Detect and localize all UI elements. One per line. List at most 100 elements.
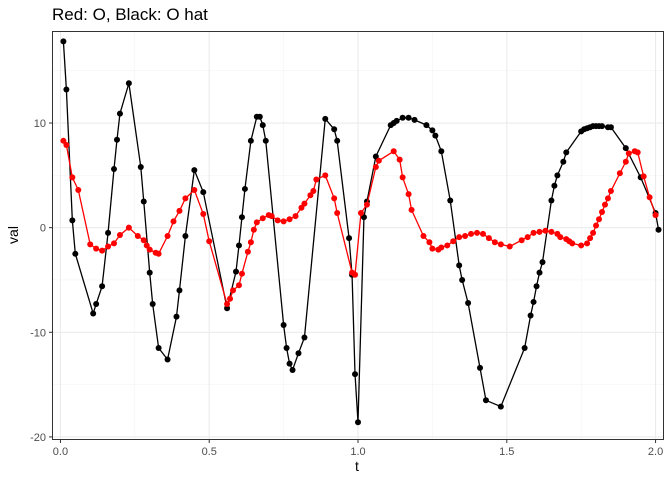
data-point [444,242,451,249]
x-axis-title: t [355,458,359,474]
data-point [646,194,653,201]
data-point [479,230,486,237]
data-point [599,123,605,130]
data-point [113,136,120,143]
data-point [363,201,370,208]
y-axis-title: val [5,226,21,244]
data-point [280,218,287,225]
data-point [268,213,275,220]
data-point [477,364,483,371]
data-point [655,226,662,233]
data-point [322,115,329,122]
data-point [116,231,123,238]
data-point [60,38,67,45]
data-point [622,145,629,152]
data-point [63,86,70,93]
data-point [518,237,525,244]
data-point [399,114,406,121]
data-point [375,157,382,164]
data-point [607,124,614,131]
data-point [536,228,543,235]
data-point [521,344,528,351]
data-point [372,153,379,160]
data-point [432,132,439,139]
data-point [331,195,338,202]
data-point [352,371,359,378]
data-point [604,195,611,202]
data-point [560,158,567,165]
data-point [578,242,585,249]
data-point [331,126,338,133]
data-point [527,312,534,319]
data-point [393,117,400,124]
data-point [491,239,498,246]
data-point [176,207,183,214]
data-point [69,217,76,224]
data-point [182,195,189,202]
data-point [405,191,412,198]
data-point [622,158,629,165]
data-point [411,116,418,123]
data-point [164,356,171,363]
data-point [587,235,594,242]
data-point [355,419,361,426]
data-point [200,189,207,196]
data-point [134,233,141,240]
data-point [468,230,475,237]
data-point [227,295,234,302]
x-tick-label: 1.5 [499,446,514,458]
x-tick-label: 0.5 [202,446,217,458]
data-point [224,305,231,312]
data-point [60,137,67,144]
data-point [390,148,397,155]
data-point [137,163,144,170]
data-point [596,216,603,223]
data-point [224,301,231,308]
data-point [301,200,308,207]
data-point [599,208,605,215]
data-point [176,287,183,294]
data-point [125,224,132,231]
data-point [530,298,537,305]
data-point [482,397,489,404]
data-point [465,299,472,306]
data-point [146,269,153,276]
data-point [563,149,570,156]
data-point [590,229,597,236]
data-point [456,262,463,269]
data-point [524,234,531,241]
data-point [235,282,242,289]
data-point [87,241,94,248]
data-point [601,201,608,208]
data-point [450,238,457,245]
data-point [241,185,248,192]
data-point [99,247,106,254]
data-point [539,259,546,266]
data-point [72,250,79,257]
data-point [247,239,254,246]
data-point [301,334,308,341]
data-point [247,137,254,144]
data-point [289,366,296,373]
y-tick-label: 0 [40,223,46,235]
data-point [625,150,632,157]
data-point [536,269,543,276]
series-0 [60,38,662,426]
data-point [557,234,564,241]
data-point [69,174,76,181]
data-point [447,197,454,204]
data-point [372,163,379,170]
data-point [155,250,162,257]
data-point [548,197,555,204]
data-point [322,172,329,179]
data-point [191,186,198,193]
series-layer [60,38,662,426]
data-point [143,242,150,249]
data-point [259,215,266,222]
data-point [155,344,162,351]
data-point [474,229,481,236]
data-point [200,211,207,218]
data-point [111,166,117,173]
data-point [238,270,245,277]
